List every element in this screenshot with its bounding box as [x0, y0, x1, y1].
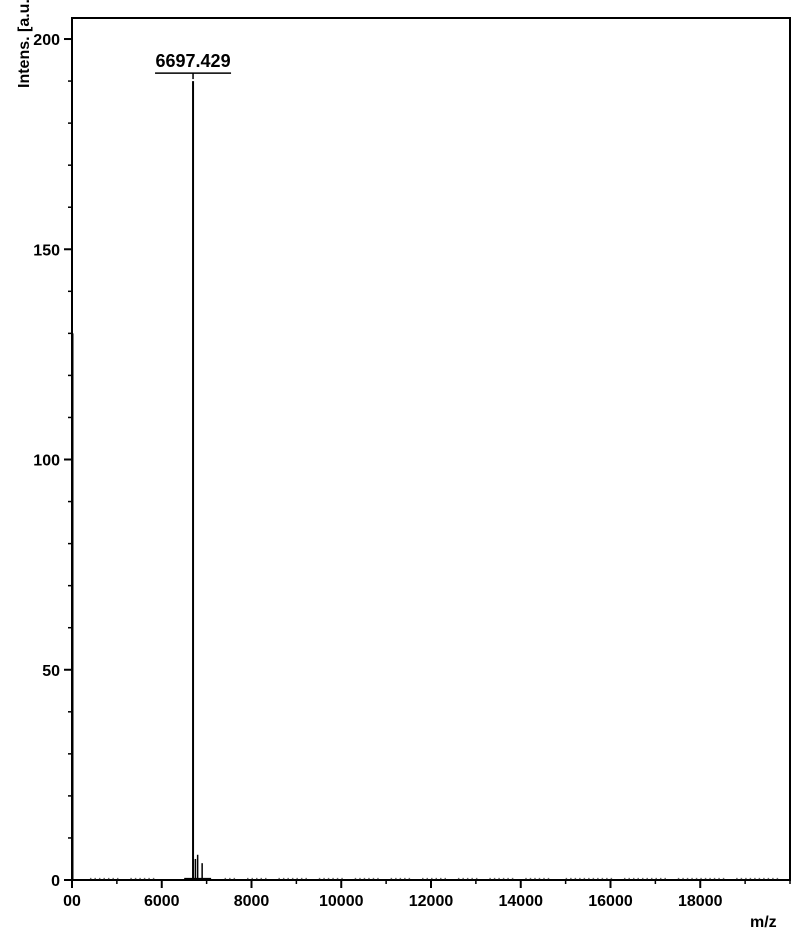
svg-text:50: 50	[42, 663, 60, 680]
svg-text:0: 0	[51, 873, 60, 890]
svg-text:100: 100	[33, 453, 60, 470]
mass-spectrum-chart: Intens. [a.u.] m/z 050100150200006000800…	[0, 0, 800, 949]
svg-text:200: 200	[33, 32, 60, 49]
svg-text:14000: 14000	[499, 893, 544, 910]
svg-text:8000: 8000	[234, 893, 270, 910]
svg-text:10000: 10000	[319, 893, 364, 910]
svg-text:18000: 18000	[678, 893, 723, 910]
svg-text:12000: 12000	[409, 893, 454, 910]
svg-text:150: 150	[33, 242, 60, 259]
peak-label: 6697.429	[156, 51, 231, 71]
svg-text:16000: 16000	[588, 893, 633, 910]
svg-text:6000: 6000	[144, 893, 180, 910]
svg-text:00: 00	[63, 893, 81, 910]
spectrum-plot: 0 50 100 150 200 00 6000 8000 10000 12000 14000 160…	[0, 0, 800, 949]
